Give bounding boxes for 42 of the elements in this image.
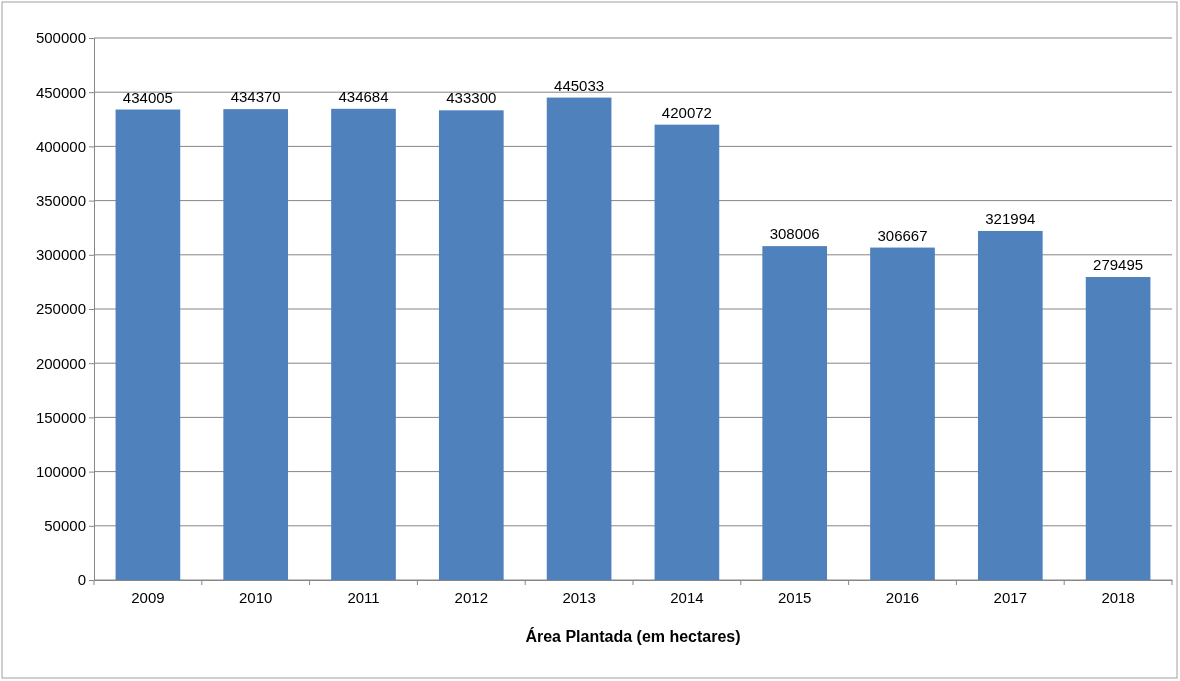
x-tick-label: 2012 xyxy=(454,588,488,606)
x-tick-label: 2011 xyxy=(347,588,380,606)
bar xyxy=(1085,277,1151,580)
data-label: 306667 xyxy=(877,226,928,244)
y-tick-label: 0 xyxy=(77,571,86,589)
x-tick-label: 2017 xyxy=(993,588,1027,606)
y-tick-label: 400000 xyxy=(35,137,86,155)
data-label: 434370 xyxy=(230,88,281,106)
data-label: 445033 xyxy=(554,76,605,94)
bar xyxy=(223,109,289,580)
y-tick-label: 100000 xyxy=(35,462,86,480)
x-tick-label: 2018 xyxy=(1101,588,1135,606)
x-tick-label: 2010 xyxy=(239,588,273,606)
x-tick-label: 2015 xyxy=(778,588,812,606)
y-tick-label: 300000 xyxy=(35,246,86,264)
x-tick-label: 2016 xyxy=(885,588,920,606)
bar xyxy=(977,230,1043,580)
data-label: 308006 xyxy=(769,225,820,243)
y-tick-label: 450000 xyxy=(35,83,86,101)
data-label: 420072 xyxy=(661,103,712,121)
bar xyxy=(331,108,396,580)
x-tick-label: 2009 xyxy=(131,588,165,606)
bar xyxy=(762,246,828,580)
bar xyxy=(115,109,181,580)
data-label: 434005 xyxy=(122,88,173,106)
bar xyxy=(438,110,504,580)
y-tick-label: 500000 xyxy=(35,29,86,47)
data-label: 433300 xyxy=(446,89,497,107)
data-label: 434684 xyxy=(338,87,389,105)
y-tick-label: 250000 xyxy=(35,300,86,318)
bar xyxy=(654,124,720,580)
y-tick-label: 350000 xyxy=(35,191,86,209)
y-tick-label: 150000 xyxy=(35,408,86,426)
x-tick-label: 2014 xyxy=(670,588,704,606)
data-label: 279495 xyxy=(1093,256,1144,274)
bar xyxy=(546,97,612,580)
x-axis-title: Área Plantada (em hectares) xyxy=(525,627,741,645)
x-tick-label: 2013 xyxy=(562,588,596,606)
data-label: 321994 xyxy=(985,209,1036,227)
y-tick-label: 50000 xyxy=(44,517,86,535)
y-tick-label: 200000 xyxy=(35,354,86,372)
bar xyxy=(870,247,935,580)
